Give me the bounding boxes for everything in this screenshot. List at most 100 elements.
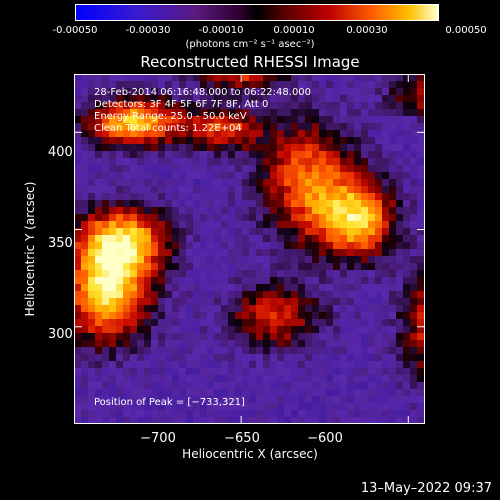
- heatmap-cell: [116, 263, 124, 271]
- heatmap-cell: [109, 270, 117, 278]
- heatmap-cell: [179, 172, 187, 180]
- heatmap-cell: [277, 228, 285, 236]
- heatmap-cell: [403, 151, 411, 159]
- heatmap-cell: [368, 116, 376, 124]
- heatmap-cell: [284, 368, 292, 376]
- heatmap-cell: [382, 200, 390, 208]
- heatmap-cell: [193, 354, 201, 362]
- heatmap-cell: [137, 109, 145, 117]
- heatmap-cell: [172, 298, 180, 306]
- heatmap-cell: [277, 179, 285, 187]
- heatmap-cell: [165, 305, 173, 313]
- heatmap-cell: [410, 403, 418, 411]
- heatmap-cell: [172, 186, 180, 194]
- heatmap-cell: [74, 361, 82, 369]
- heatmap-cell: [221, 354, 229, 362]
- colorbar-tick: 0.00030: [346, 25, 388, 36]
- heatmap-cell: [200, 221, 208, 229]
- heatmap-cell: [382, 214, 390, 222]
- heatmap-cell: [81, 389, 89, 397]
- heatmap-cell: [382, 165, 390, 173]
- heatmap-cell: [109, 396, 117, 404]
- heatmap-cell: [326, 347, 334, 355]
- heatmap-cell: [368, 172, 376, 180]
- heatmap-cell: [74, 354, 82, 362]
- heatmap-cell: [179, 361, 187, 369]
- heatmap-cell: [102, 277, 110, 285]
- heatmap-cell: [158, 228, 166, 236]
- heatmap-cell: [172, 179, 180, 187]
- heatmap-cell: [221, 102, 229, 110]
- heatmap-cell: [88, 137, 96, 145]
- heatmap-cell: [214, 263, 222, 271]
- heatmap-cell: [221, 221, 229, 229]
- heatmap-cell: [263, 403, 271, 411]
- heatmap-cell: [144, 200, 152, 208]
- heatmap-cell: [151, 109, 159, 117]
- heatmap-cell: [165, 354, 173, 362]
- heatmap-cell: [165, 361, 173, 369]
- heatmap-cell: [298, 347, 306, 355]
- heatmap-cell: [340, 130, 348, 138]
- heatmap-cell: [158, 417, 166, 424]
- heatmap-cell: [354, 403, 362, 411]
- heatmap-cell: [116, 95, 124, 103]
- heatmap-cell: [340, 256, 348, 264]
- heatmap-cell: [81, 333, 89, 341]
- heatmap-cell: [340, 228, 348, 236]
- heatmap-cell: [228, 263, 236, 271]
- heatmap-cell: [95, 88, 103, 96]
- heatmap-cell: [165, 333, 173, 341]
- heatmap-cell: [333, 382, 341, 390]
- heatmap-cell: [361, 368, 369, 376]
- heatmap-cell: [221, 396, 229, 404]
- heatmap-cell: [375, 298, 383, 306]
- heatmap-cell: [95, 347, 103, 355]
- heatmap-cell: [361, 109, 369, 117]
- heatmap-cell: [144, 137, 152, 145]
- heatmap-cell: [305, 144, 313, 152]
- heatmap-cell: [305, 214, 313, 222]
- heatmap-cell: [277, 109, 285, 117]
- heatmap-cell: [144, 130, 152, 138]
- heatmap-cell: [326, 333, 334, 341]
- heatmap-cell: [326, 165, 334, 173]
- heatmap-cell: [347, 235, 355, 243]
- heatmap-cell: [158, 193, 166, 201]
- heatmap-cell: [221, 214, 229, 222]
- heatmap-cell: [340, 109, 348, 117]
- heatmap-cell: [277, 256, 285, 264]
- heatmap-cell: [305, 361, 313, 369]
- heatmap-cell: [165, 235, 173, 243]
- heatmap-cell: [144, 403, 152, 411]
- heatmap-cell: [249, 347, 257, 355]
- heatmap-cell: [270, 249, 278, 257]
- heatmap-cell: [326, 214, 334, 222]
- heatmap-cell: [172, 137, 180, 145]
- heatmap-cell: [410, 270, 418, 278]
- heatmap-cell: [130, 158, 138, 166]
- heatmap-cell: [340, 221, 348, 229]
- heatmap-cell: [109, 130, 117, 138]
- x-tick-label: −650: [224, 431, 260, 446]
- heatmap-cell: [137, 200, 145, 208]
- heatmap-cell: [298, 151, 306, 159]
- colorbar-tick: 0.00010: [273, 25, 315, 36]
- heatmap-cell: [102, 312, 110, 320]
- heatmap-cell: [396, 95, 404, 103]
- heatmap-cell: [319, 375, 327, 383]
- heatmap-cell: [179, 375, 187, 383]
- heatmap-cell: [389, 165, 397, 173]
- heatmap-cell: [172, 235, 180, 243]
- heatmap-cell: [347, 298, 355, 306]
- heatmap-cell: [347, 410, 355, 418]
- heatmap-cell: [235, 123, 243, 131]
- heatmap-cell: [249, 200, 257, 208]
- heatmap-cell: [291, 291, 299, 299]
- heatmap-cell: [207, 354, 215, 362]
- heatmap-cell: [375, 340, 383, 348]
- heatmap-cell: [228, 130, 236, 138]
- heatmap-cell: [417, 396, 425, 404]
- heatmap-cell: [417, 102, 425, 110]
- heatmap-cell: [137, 172, 145, 180]
